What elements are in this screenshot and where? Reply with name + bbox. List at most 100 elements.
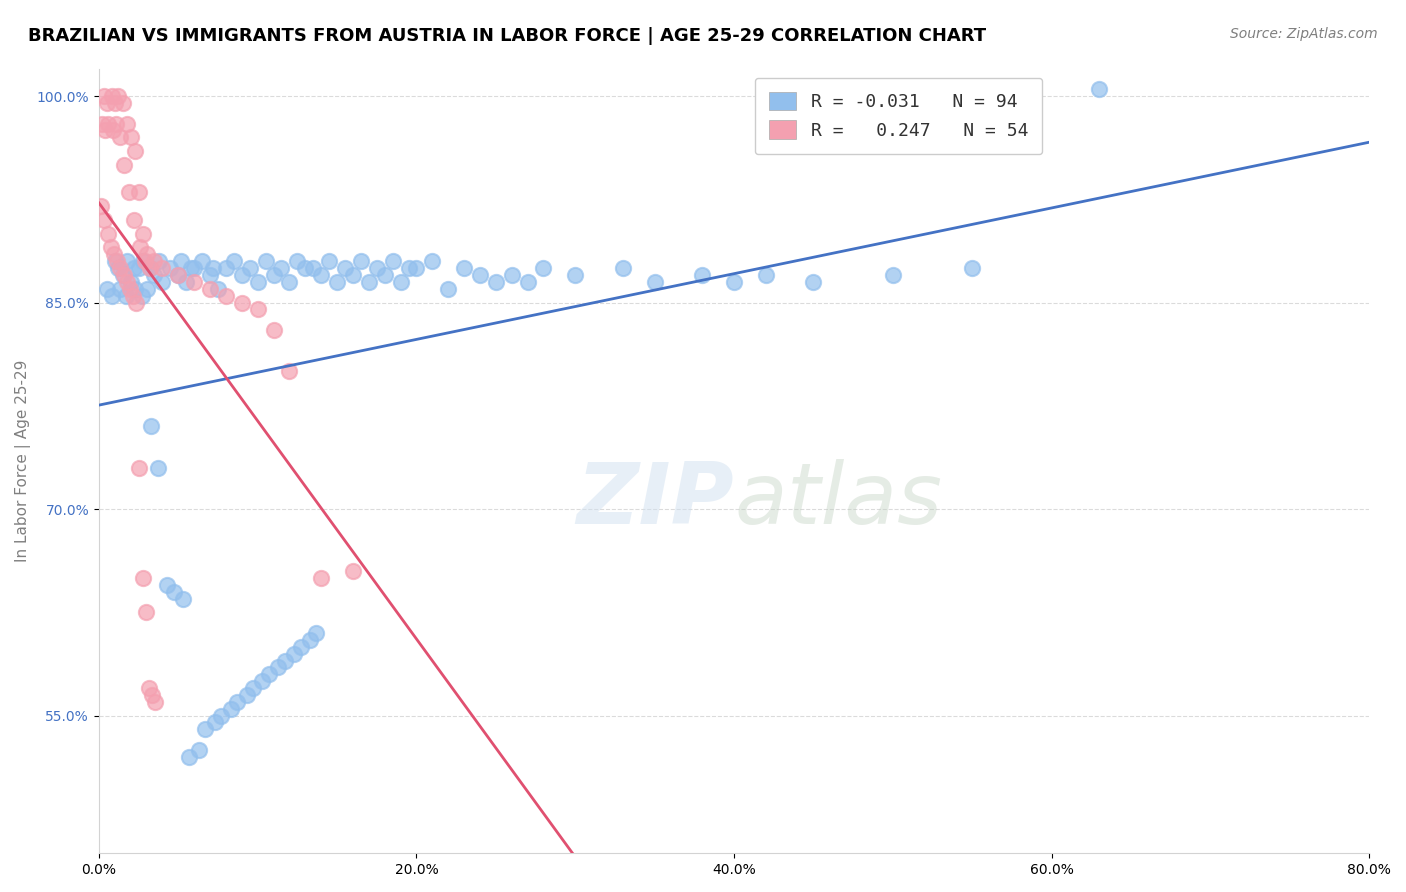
Point (285, 254, 308, 268)
Point (453, 261, 475, 276)
Point (91, 117, 114, 131)
Point (222, 254, 245, 268)
Point (100, 89, 122, 103)
Point (198, 268, 221, 282)
Point (309, 571, 332, 585)
Y-axis label: In Labor Force | Age 25-29: In Labor Force | Age 25-29 (15, 359, 31, 562)
Point (112, 268, 135, 282)
Point (90, 199, 112, 213)
Point (381, 254, 404, 268)
Point (107, 261, 129, 276)
Point (191, 254, 214, 268)
Point (143, 695, 166, 709)
Point (103, 123, 125, 137)
Point (111, 268, 134, 282)
Point (207, 282, 229, 296)
Point (231, 268, 253, 282)
Text: BRAZILIAN VS IMMIGRANTS FROM AUSTRIA IN LABOR FORCE | AGE 25-29 CORRELATION CHAR: BRAZILIAN VS IMMIGRANTS FROM AUSTRIA IN … (28, 27, 986, 45)
Point (801, 275, 824, 289)
Point (564, 268, 586, 282)
Point (257, 667, 280, 681)
Point (134, 254, 156, 268)
Point (120, 130, 142, 145)
Point (104, 95, 127, 110)
Point (152, 275, 174, 289)
Point (128, 261, 150, 276)
Point (135, 605, 157, 619)
Point (215, 261, 238, 276)
Point (120, 275, 142, 289)
Point (128, 460, 150, 475)
Point (170, 254, 193, 268)
Text: ZIP: ZIP (576, 458, 734, 541)
Point (156, 578, 179, 592)
Point (501, 268, 523, 282)
Point (254, 254, 277, 268)
Point (172, 591, 194, 606)
Point (138, 681, 160, 695)
Point (125, 295, 148, 310)
Point (117, 254, 139, 268)
Point (187, 743, 209, 757)
Text: Source: ZipAtlas.com: Source: ZipAtlas.com (1230, 27, 1378, 41)
Point (97, 117, 120, 131)
Point (644, 275, 666, 289)
Point (246, 275, 269, 289)
Point (141, 688, 163, 702)
Point (124, 144, 146, 158)
Point (209, 708, 232, 723)
Point (485, 275, 508, 289)
Point (267, 660, 290, 674)
Point (131, 571, 153, 585)
Point (118, 282, 141, 296)
Point (94, 123, 117, 137)
Point (112, 158, 135, 172)
Point (179, 750, 201, 764)
Point (115, 288, 138, 302)
Point (374, 268, 396, 282)
Point (263, 268, 285, 282)
Point (143, 254, 166, 268)
Point (215, 288, 238, 302)
Point (122, 288, 145, 302)
Point (342, 268, 364, 282)
Point (162, 584, 184, 599)
Point (183, 275, 205, 289)
Point (97, 227, 120, 241)
Point (235, 688, 257, 702)
Point (148, 254, 170, 268)
Point (290, 640, 312, 654)
Point (252, 674, 274, 689)
Point (226, 695, 249, 709)
Point (318, 254, 340, 268)
Point (100, 240, 122, 254)
Point (135, 282, 157, 296)
Point (273, 654, 295, 668)
Point (108, 282, 131, 296)
Point (350, 254, 373, 268)
Point (302, 261, 325, 276)
Point (183, 261, 205, 276)
Point (468, 268, 491, 282)
Point (294, 261, 316, 276)
Point (129, 240, 152, 254)
Point (420, 254, 443, 268)
Point (115, 275, 138, 289)
Point (357, 275, 380, 289)
Point (118, 186, 141, 200)
Point (270, 261, 292, 276)
Point (278, 364, 301, 378)
Point (128, 186, 150, 200)
Point (612, 261, 634, 276)
Point (105, 117, 128, 131)
Point (202, 261, 225, 276)
Point (299, 632, 322, 647)
Point (437, 282, 460, 296)
Point (263, 323, 285, 337)
Point (398, 261, 420, 276)
Point (138, 261, 160, 276)
Point (141, 419, 163, 434)
Point (152, 261, 174, 276)
Point (1088, 82, 1111, 96)
Point (138, 261, 160, 276)
